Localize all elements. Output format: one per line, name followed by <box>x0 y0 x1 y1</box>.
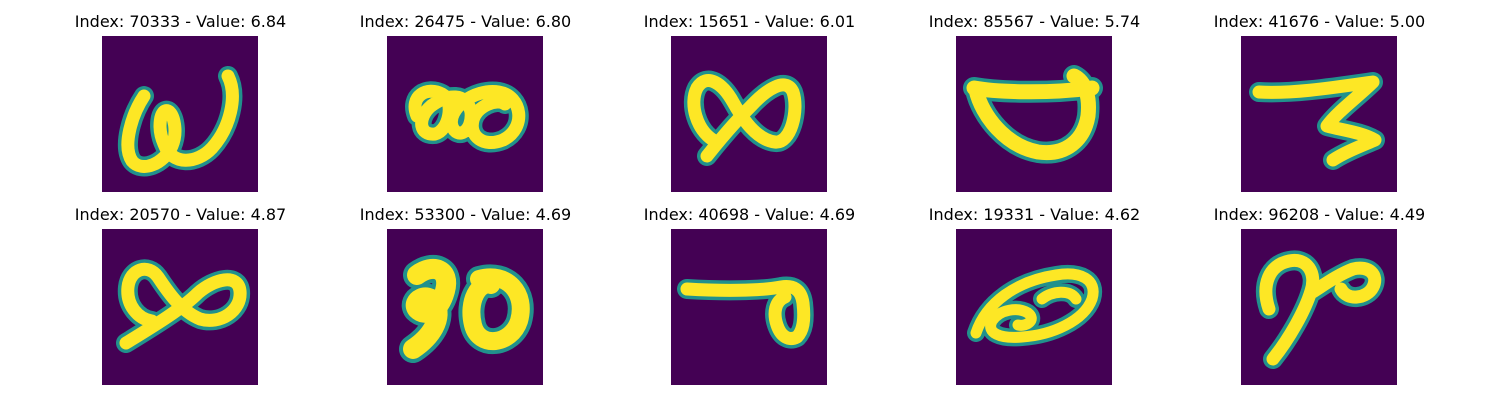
grid-panel: Index: 53300 - Value: 4.69 <box>323 205 608 395</box>
grid-panel: Index: 40698 - Value: 4.69 <box>607 205 892 395</box>
panel-title: Index: 96208 - Value: 4.49 <box>1177 205 1462 225</box>
panel-title: Index: 40698 - Value: 4.69 <box>607 205 892 225</box>
digit-image <box>1241 36 1397 192</box>
grid-panel: Index: 26475 - Value: 6.80 <box>323 12 608 202</box>
digit-image <box>387 229 543 385</box>
grid-panel: Index: 96208 - Value: 4.49 <box>1177 205 1462 395</box>
panel-title: Index: 19331 - Value: 4.62 <box>892 205 1177 225</box>
digit-image <box>102 36 258 192</box>
grid-panel: Index: 70333 - Value: 6.84 <box>38 12 323 202</box>
grid-panel: Index: 41676 - Value: 5.00 <box>1177 12 1462 202</box>
digit-image <box>387 36 543 192</box>
panel-title: Index: 85567 - Value: 5.74 <box>892 12 1177 32</box>
digit-image <box>956 36 1112 192</box>
digit-image <box>671 229 827 385</box>
panel-title: Index: 20570 - Value: 4.87 <box>38 205 323 225</box>
grid-panel: Index: 15651 - Value: 6.01 <box>607 12 892 202</box>
grid-panel: Index: 19331 - Value: 4.62 <box>892 205 1177 395</box>
panel-title: Index: 70333 - Value: 6.84 <box>38 12 323 32</box>
digit-image <box>1241 229 1397 385</box>
digit-image <box>102 229 258 385</box>
panel-title: Index: 15651 - Value: 6.01 <box>607 12 892 32</box>
panel-title: Index: 26475 - Value: 6.80 <box>323 12 608 32</box>
panel-title: Index: 53300 - Value: 4.69 <box>323 205 608 225</box>
digit-image <box>956 229 1112 385</box>
grid-panel: Index: 85567 - Value: 5.74 <box>892 12 1177 202</box>
grid-panel: Index: 20570 - Value: 4.87 <box>38 205 323 395</box>
digit-image <box>671 36 827 192</box>
panel-title: Index: 41676 - Value: 5.00 <box>1177 12 1462 32</box>
